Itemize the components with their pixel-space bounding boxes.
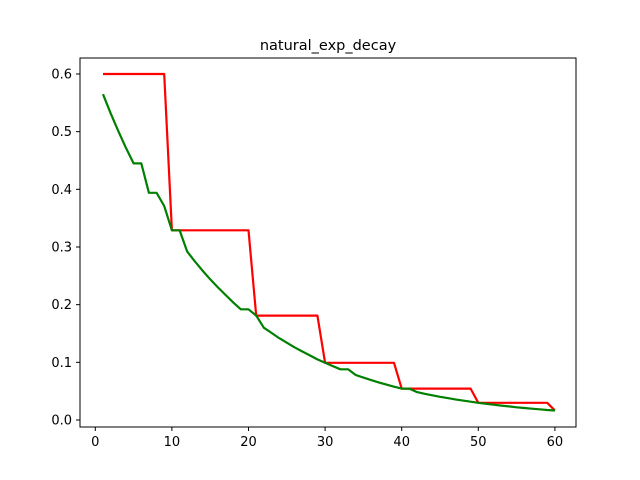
y-tick-label: 0.1 bbox=[51, 356, 72, 371]
y-tick-label: 0.2 bbox=[51, 298, 72, 313]
y-tick-label: 0.4 bbox=[51, 183, 72, 198]
plot-lines bbox=[101, 72, 556, 412]
x-axis: 0 10 20 30 40 50 60 bbox=[91, 427, 563, 450]
axes-frame bbox=[79, 57, 577, 428]
x-tick-label: 40 bbox=[393, 435, 410, 450]
x-tick-label: 50 bbox=[470, 435, 487, 450]
y-axis: 0.0 0.1 0.2 0.3 0.4 0.5 0.6 bbox=[51, 67, 80, 429]
series-line-continuous bbox=[101, 93, 555, 412]
x-tick-label: 20 bbox=[240, 435, 257, 450]
x-tick-label: 10 bbox=[164, 435, 181, 450]
y-tick-label: 0.3 bbox=[51, 240, 72, 255]
x-tick-label: 0 bbox=[91, 435, 99, 450]
y-tick-label: 0.0 bbox=[51, 414, 72, 429]
x-tick-label: 30 bbox=[317, 435, 334, 450]
y-tick-label: 0.5 bbox=[51, 125, 72, 140]
x-tick-label: 60 bbox=[547, 435, 564, 450]
y-tick-label: 0.6 bbox=[51, 67, 72, 82]
chart-title: natural_exp_decay bbox=[260, 38, 397, 54]
